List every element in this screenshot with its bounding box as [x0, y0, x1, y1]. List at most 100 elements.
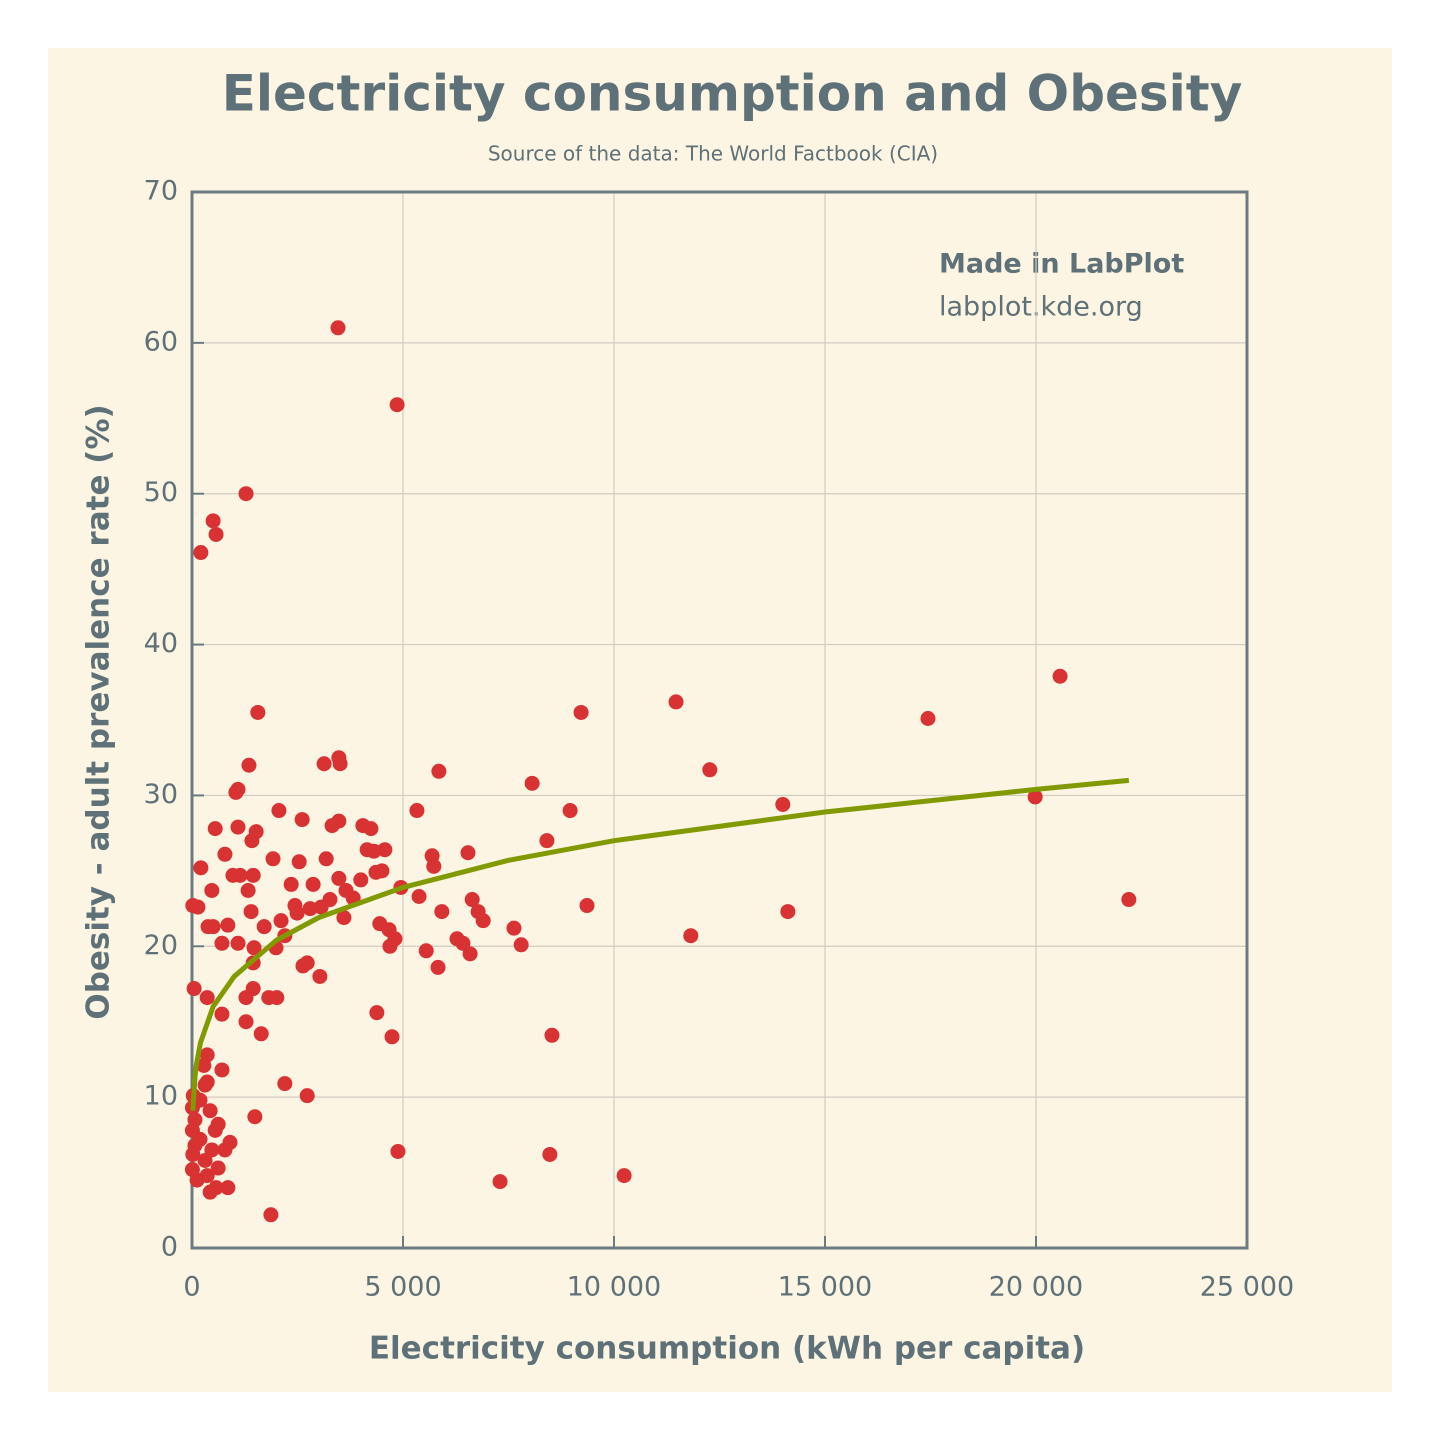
data-point [318, 851, 334, 867]
data-point [190, 899, 206, 915]
data-point [204, 882, 220, 898]
data-point [243, 904, 259, 920]
data-point [256, 919, 272, 935]
data-point [305, 876, 321, 892]
y-tick-label: 0 [161, 1232, 178, 1263]
data-point [775, 796, 791, 812]
data-point [277, 1076, 293, 1092]
data-point [238, 486, 254, 502]
y-tick-label: 70 [144, 176, 178, 207]
data-point [210, 1160, 226, 1176]
data-point [492, 1174, 508, 1190]
data-point [1121, 892, 1137, 908]
data-point [208, 526, 224, 542]
data-point [409, 803, 425, 819]
data-point [374, 863, 390, 879]
data-point [331, 870, 347, 886]
data-point [230, 935, 246, 951]
data-point [562, 803, 578, 819]
data-point [455, 935, 471, 951]
y-tick-label: 20 [144, 930, 178, 961]
data-point [316, 756, 332, 772]
data-point [273, 913, 289, 929]
y-tick-label: 10 [144, 1081, 178, 1112]
x-tick-label: 20 000 [989, 1272, 1083, 1303]
data-point [207, 821, 223, 837]
data-point [245, 867, 261, 883]
data-point [366, 843, 382, 859]
data-point [579, 898, 595, 914]
chart-title: Electricity consumption and Obesity [222, 65, 1243, 123]
data-point [205, 919, 221, 935]
data-point [247, 1109, 263, 1125]
data-point [299, 1088, 315, 1104]
data-point [283, 876, 299, 892]
data-point [220, 917, 236, 933]
data-point [780, 904, 796, 920]
annotation: labplot.kde.org [939, 292, 1143, 323]
data-point [384, 1029, 400, 1045]
data-point [238, 990, 254, 1006]
data-point [920, 710, 936, 726]
data-point [369, 1005, 385, 1021]
data-point [232, 867, 248, 883]
data-point [702, 762, 718, 778]
data-point [434, 904, 450, 920]
data-point [668, 694, 684, 710]
data-point [202, 1103, 218, 1119]
data-point [324, 818, 340, 834]
data-point [269, 990, 285, 1006]
data-point [524, 775, 540, 791]
x-tick-label: 25 000 [1200, 1272, 1294, 1303]
data-point [250, 704, 266, 720]
data-point [204, 1142, 220, 1158]
y-tick-label: 60 [144, 326, 178, 357]
data-point [573, 704, 589, 720]
data-point [246, 940, 262, 956]
data-point [389, 397, 405, 413]
data-point [295, 958, 311, 974]
data-point [464, 892, 480, 908]
data-point [271, 803, 287, 819]
data-point [683, 928, 699, 944]
data-point [253, 1026, 269, 1042]
data-point [187, 1137, 203, 1153]
data-point [230, 819, 246, 835]
data-point [390, 1143, 406, 1159]
data-point [426, 858, 442, 874]
y-tick-label: 30 [144, 779, 178, 810]
data-point [192, 1092, 208, 1108]
data-point [291, 854, 307, 870]
data-point [263, 1207, 279, 1223]
data-point [363, 821, 379, 837]
data-point [202, 1184, 218, 1200]
data-point [312, 968, 328, 984]
data-point [353, 872, 369, 888]
chart-subtitle: Source of the data: The World Factbook (… [488, 142, 938, 166]
x-tick-label: 10 000 [567, 1272, 661, 1303]
x-tick-label: 5 000 [364, 1272, 441, 1303]
data-point [336, 910, 352, 926]
fit-curve [190, 777, 1130, 1111]
data-point [214, 1062, 230, 1078]
annotation: Made in LabPlot [939, 249, 1184, 280]
data-point [411, 889, 427, 905]
data-point [214, 1006, 230, 1022]
data-point [302, 901, 318, 917]
data-point [475, 913, 491, 929]
x-tick-label: 15 000 [778, 1272, 872, 1303]
data-point [313, 899, 329, 915]
data-point [240, 882, 256, 898]
data-point [217, 1142, 233, 1158]
data-point [430, 959, 446, 975]
data-point [220, 1180, 236, 1196]
data-point [418, 943, 434, 959]
x-axis-label: Electricity consumption (kWh per capita) [369, 1331, 1085, 1367]
data-point [238, 1014, 254, 1030]
background [48, 48, 1392, 1392]
data-point [330, 320, 346, 336]
y-tick-label: 50 [144, 477, 178, 508]
y-axis-label: Obesity - adult prevalence rate (%) [81, 404, 117, 1019]
data-point [544, 1027, 560, 1043]
